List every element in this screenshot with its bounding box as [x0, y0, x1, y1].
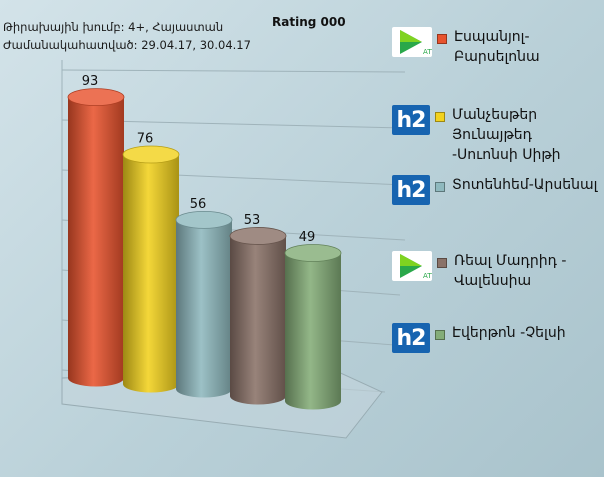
legend-swatch [435, 112, 445, 122]
bar-body [230, 235, 286, 405]
legend-label: Էվերթոն -Չելսի [452, 325, 566, 341]
svg-text:ATV: ATV [423, 272, 432, 280]
h2-logo-icon: h2 [392, 323, 430, 353]
bar-top [67, 88, 125, 107]
legend-item-tottenham-arsenal: h2 Տոտենհեմ-Արսենալ [392, 175, 597, 205]
bar: 56 [175, 197, 233, 398]
legend-swatch [435, 182, 445, 192]
bar: 53 [229, 213, 287, 405]
bar-top [122, 145, 180, 164]
bar: 76 [122, 131, 180, 393]
bar-top [175, 210, 233, 229]
legend-label: Էսպանյոլ-Բարսելոնա [454, 29, 540, 65]
data-label: 76 [137, 131, 154, 146]
bar: 49 [284, 230, 342, 410]
data-label: 53 [244, 213, 261, 228]
chart-title: Rating 000 [272, 15, 346, 29]
bar-top [284, 244, 342, 262]
legend-item-manutd-swansea: h2 Մանչեսթեր Յունայթեդ -Սուոնսի Սիթի [392, 105, 604, 165]
legend-item-realmadrid-valencia: ATV Ռեալ Մադրիդ - Վալենսիա [392, 251, 566, 291]
period-text: Ժամանակահատված: 29.04.17, 30.04.17 [3, 38, 251, 52]
bar-top [229, 227, 287, 245]
play-icon: ATV [392, 27, 432, 57]
h2-logo-icon: h2 [392, 105, 430, 135]
data-label: 93 [82, 74, 99, 89]
bar-body [68, 97, 124, 387]
bar-body [285, 253, 341, 410]
legend-item-espanyol-barcelona: ATV Էսպանյոլ-Բարսելոնա [392, 27, 604, 67]
legend-swatch [437, 258, 447, 268]
legend-label: Մանչեսթեր Յունայթեդ -Սուոնսի Սիթի [452, 107, 561, 163]
h2-logo-icon: h2 [392, 175, 430, 205]
bar: 93 [67, 74, 125, 387]
bar-body [176, 219, 232, 398]
grid-line [61, 69, 406, 73]
svg-text:ATV: ATV [423, 48, 432, 56]
legend-label: Տոտենհեմ-Արսենալ [452, 177, 598, 193]
legend-item-everton-chelsea: h2 Էվերթոն -Չելսի [392, 323, 566, 353]
legend-swatch [435, 330, 445, 340]
data-label: 49 [299, 230, 316, 245]
play-icon: ATV [392, 251, 432, 281]
legend-label: Ռեալ Մադրիդ - Վալենսիա [454, 253, 567, 289]
legend-swatch [437, 34, 447, 44]
target-group-text: Թիրախային խումբ: 4+, Հայաստան [3, 20, 224, 34]
data-label: 56 [190, 197, 207, 212]
bar-body [123, 154, 179, 393]
